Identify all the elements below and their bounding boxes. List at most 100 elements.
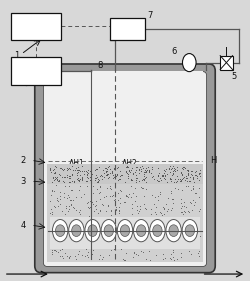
Point — [150, 164, 154, 169]
Point — [175, 174, 179, 178]
Point — [98, 231, 102, 235]
Point — [161, 205, 165, 209]
Point — [64, 168, 68, 173]
Point — [144, 241, 148, 246]
Point — [184, 241, 188, 245]
Point — [50, 248, 54, 253]
Point — [62, 168, 66, 172]
Point — [156, 230, 160, 235]
Point — [66, 167, 70, 171]
Point — [178, 217, 182, 222]
Point — [94, 234, 98, 238]
Point — [74, 219, 78, 223]
Point — [191, 233, 195, 237]
Point — [104, 230, 108, 234]
Point — [91, 184, 95, 188]
Point — [192, 218, 196, 222]
Point — [83, 254, 87, 258]
Point — [76, 177, 80, 181]
Point — [129, 178, 133, 182]
Point — [142, 202, 146, 206]
Point — [108, 230, 112, 235]
Point — [182, 212, 186, 216]
Point — [172, 167, 176, 172]
Point — [77, 227, 81, 232]
Ellipse shape — [85, 219, 100, 242]
Point — [142, 166, 146, 170]
Point — [59, 226, 63, 230]
Point — [53, 170, 57, 175]
Point — [125, 238, 129, 242]
Point — [62, 194, 66, 199]
Point — [62, 230, 66, 235]
Point — [80, 177, 84, 181]
Point — [52, 178, 56, 182]
Point — [76, 168, 80, 173]
Point — [182, 204, 186, 209]
Point — [104, 173, 108, 178]
Point — [170, 168, 174, 173]
Point — [101, 203, 105, 207]
Point — [76, 252, 80, 257]
Point — [69, 202, 73, 207]
Point — [136, 210, 140, 215]
Point — [196, 226, 200, 231]
Point — [48, 167, 52, 172]
Point — [66, 256, 70, 261]
Point — [49, 207, 53, 211]
Point — [90, 200, 94, 205]
Point — [85, 169, 89, 174]
Point — [162, 168, 166, 173]
Point — [185, 237, 189, 241]
Point — [130, 212, 134, 216]
Point — [97, 164, 101, 169]
Ellipse shape — [69, 219, 84, 242]
Point — [62, 220, 66, 224]
Point — [95, 180, 99, 184]
Point — [165, 172, 169, 176]
Point — [92, 230, 96, 234]
Point — [137, 179, 141, 184]
Point — [131, 171, 135, 176]
Point — [74, 244, 78, 248]
Point — [190, 175, 194, 180]
Point — [84, 246, 88, 251]
Point — [108, 245, 112, 249]
Point — [88, 228, 92, 233]
Point — [125, 194, 129, 198]
Point — [102, 171, 106, 175]
Point — [190, 185, 194, 190]
Point — [162, 212, 166, 216]
Point — [125, 171, 129, 175]
Ellipse shape — [52, 219, 68, 242]
Point — [105, 172, 109, 176]
Point — [134, 226, 138, 230]
Text: 1: 1 — [14, 51, 19, 60]
Point — [186, 248, 190, 253]
Point — [115, 166, 119, 170]
Point — [50, 170, 54, 175]
Point — [55, 177, 59, 182]
Point — [168, 244, 172, 248]
Point — [173, 224, 177, 228]
Point — [168, 177, 172, 182]
Point — [80, 175, 84, 179]
Point — [109, 208, 113, 213]
Point — [130, 177, 134, 182]
Point — [179, 251, 183, 255]
Point — [197, 231, 201, 235]
Point — [63, 225, 67, 229]
Text: 8: 8 — [98, 61, 103, 70]
Point — [178, 177, 182, 182]
Point — [150, 166, 154, 171]
Ellipse shape — [185, 225, 194, 237]
Point — [68, 232, 72, 236]
Point — [108, 185, 112, 190]
Point — [137, 219, 141, 224]
Point — [182, 233, 186, 238]
Point — [191, 184, 195, 188]
Point — [53, 247, 57, 252]
Point — [81, 235, 85, 240]
Point — [186, 172, 190, 176]
Point — [122, 224, 126, 229]
